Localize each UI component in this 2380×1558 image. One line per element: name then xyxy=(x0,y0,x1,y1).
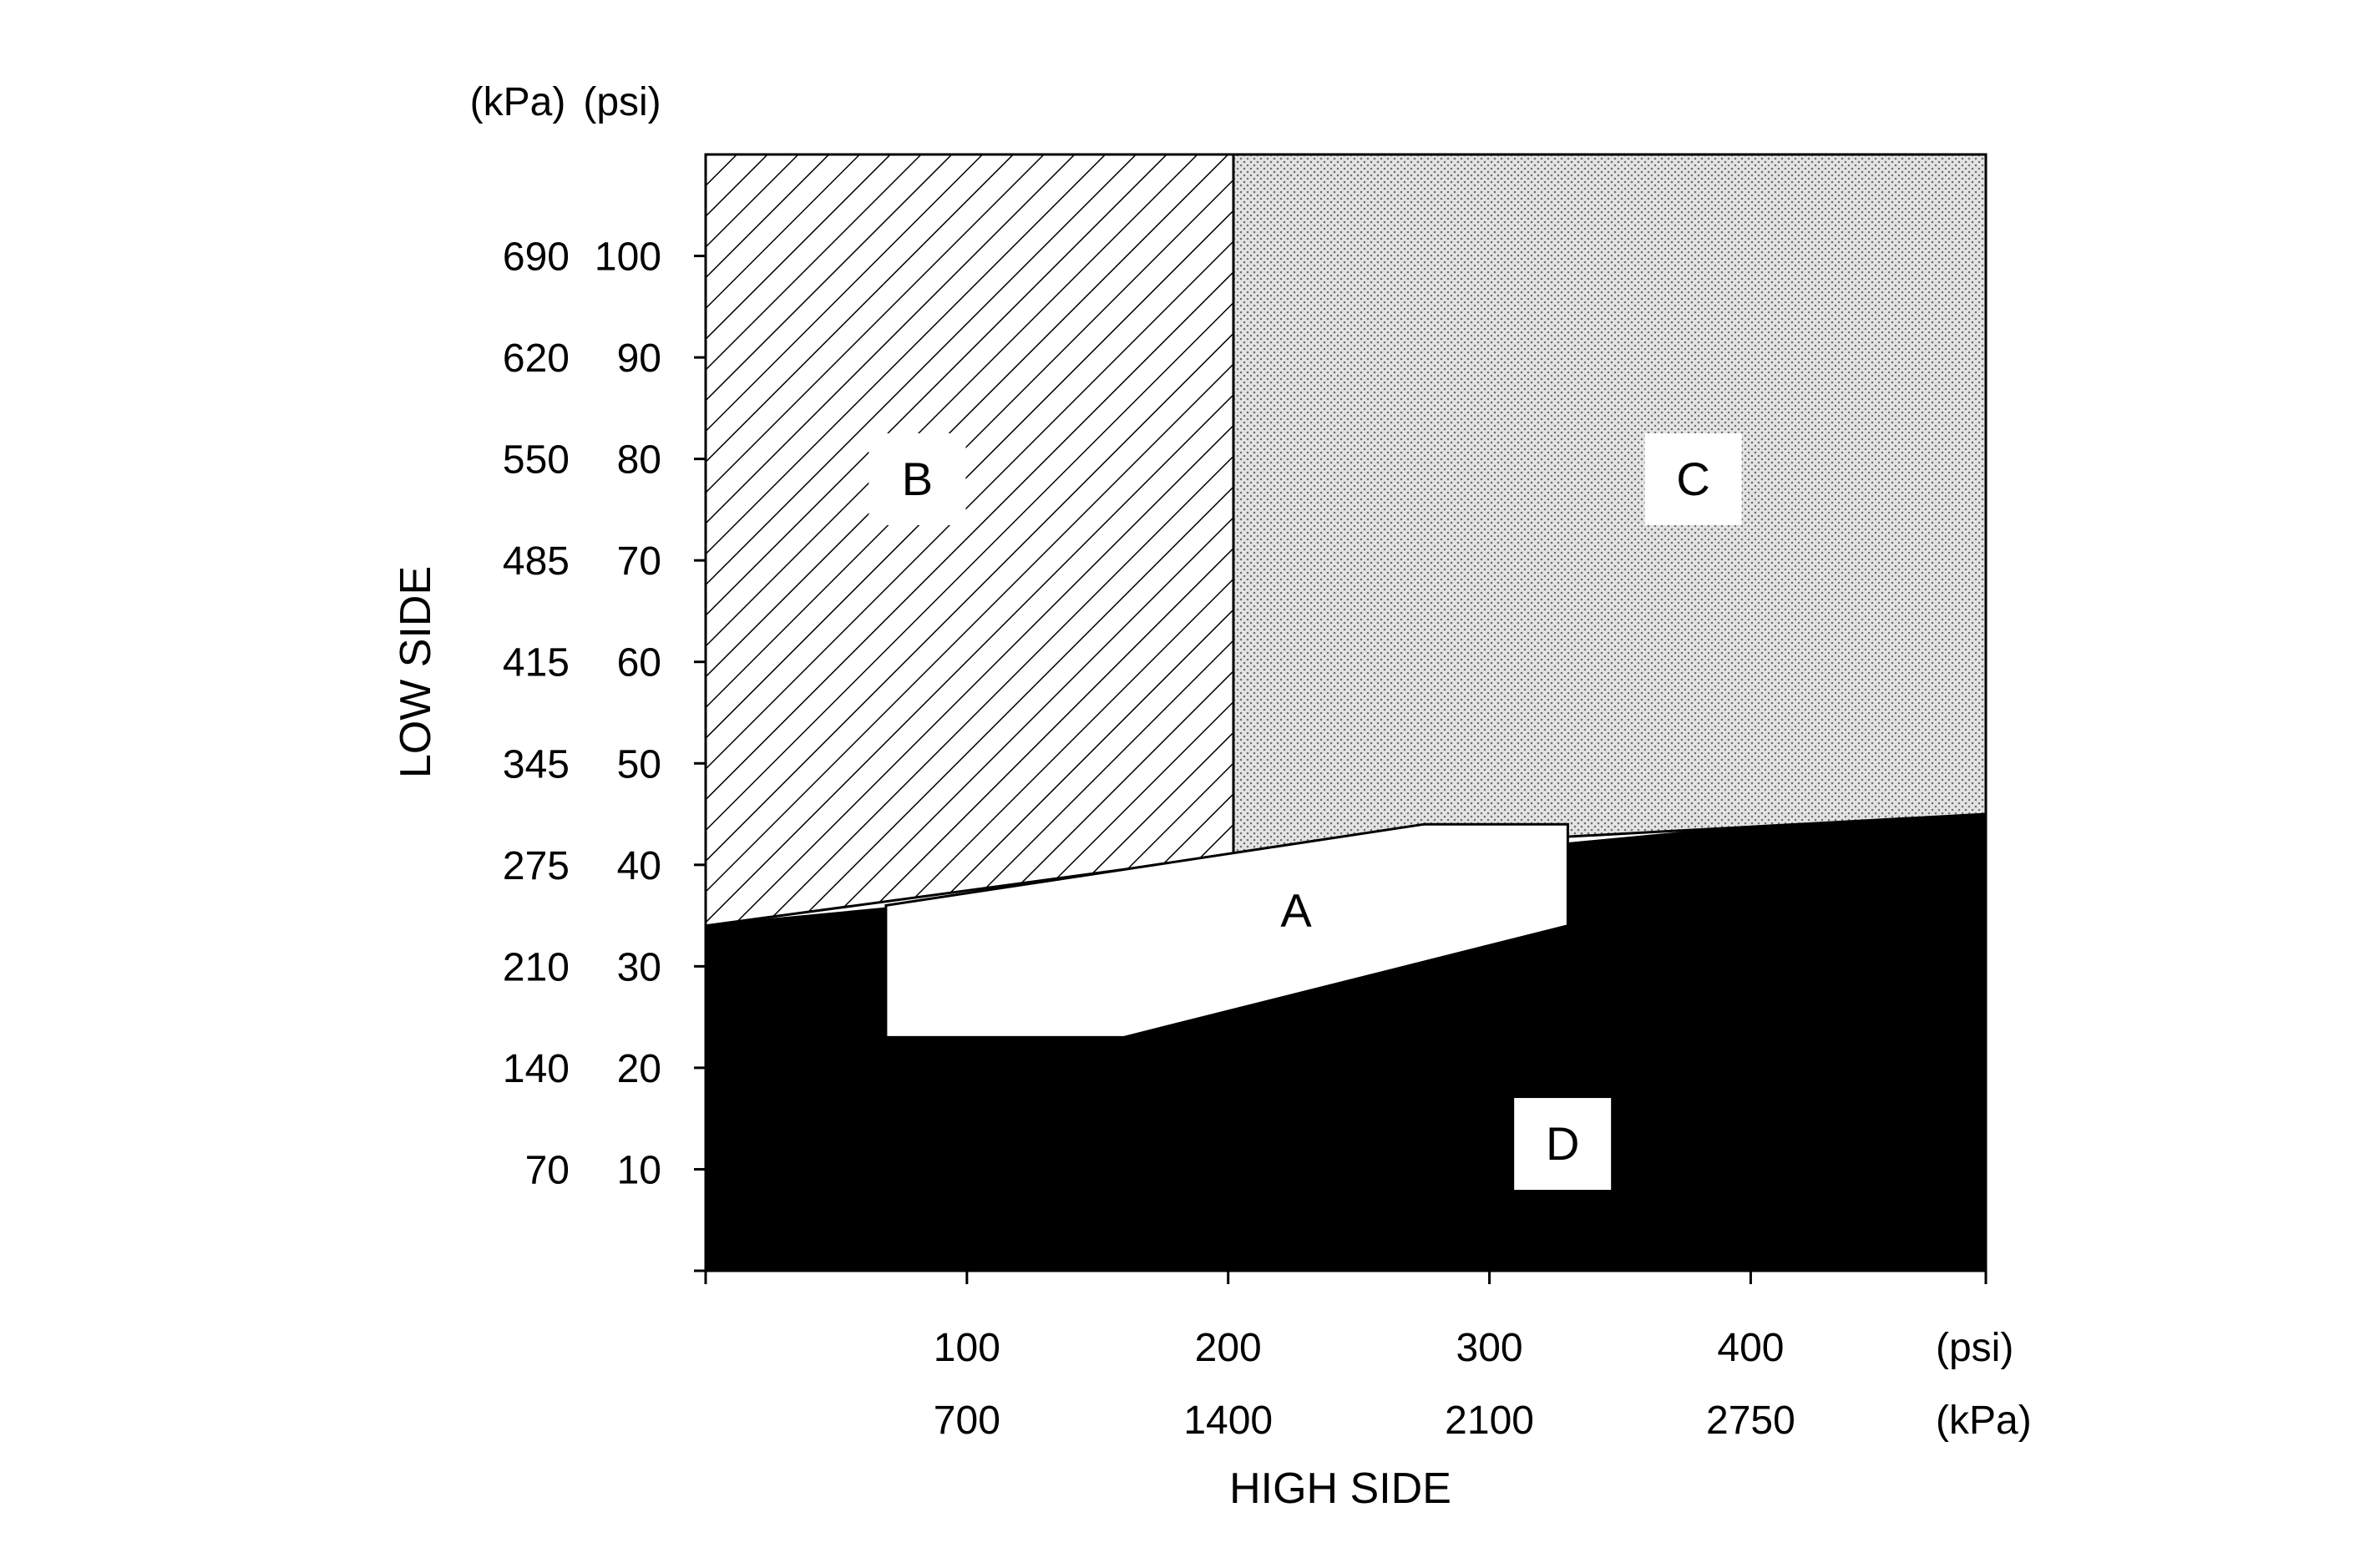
x-tick-label-kpa: 2100 xyxy=(1445,1399,1534,1443)
region-a xyxy=(884,822,1569,1039)
region-label-box xyxy=(1514,1098,1612,1191)
region-b xyxy=(704,153,1235,928)
y-tick-label-psi: 90 xyxy=(617,336,661,381)
y-tick-label-psi: 80 xyxy=(617,438,661,483)
region-label-d: D xyxy=(1514,1098,1612,1191)
region-label-box xyxy=(1644,432,1742,525)
region-label-a: A xyxy=(1280,884,1312,937)
region-label-b: B xyxy=(868,432,966,525)
y-tick-label-kpa: 485 xyxy=(503,539,570,584)
y-tick-label-kpa: 620 xyxy=(503,336,570,381)
y-tick-label-psi: 10 xyxy=(617,1148,661,1192)
region-c xyxy=(1232,153,1988,857)
y-tick-label-kpa: 550 xyxy=(503,438,570,483)
y-tick-label-kpa: 275 xyxy=(503,844,570,888)
region-label-text: B xyxy=(902,453,933,505)
y-tick-label-kpa: 345 xyxy=(503,742,570,787)
y-tick-label-kpa: 690 xyxy=(503,235,570,280)
y-tick-label-kpa: 210 xyxy=(503,945,570,989)
x-tick-label-psi: 300 xyxy=(1456,1326,1523,1370)
y-axis-title: LOW SIDE xyxy=(392,566,440,778)
y-tick-label-kpa: 415 xyxy=(503,641,570,685)
y-tick-label-psi: 30 xyxy=(617,945,661,989)
axes-layer: 10 70 20 140 30 210 40 275 50 345 60 415 70 485 80 550 9… xyxy=(503,153,1988,1443)
y-tick-label-psi: 70 xyxy=(617,539,661,584)
regions-layer xyxy=(704,153,1988,1272)
y-tick-label-psi: 20 xyxy=(617,1047,661,1091)
y-tick-label-psi: 50 xyxy=(617,742,661,787)
y-tick-label-psi: 100 xyxy=(595,235,661,280)
x-unit-kpa-label: (kPa) xyxy=(1936,1399,2032,1443)
x-unit-psi-label: (psi) xyxy=(1936,1326,2013,1370)
x-tick-label-kpa: 700 xyxy=(934,1399,1000,1443)
region-label-text: C xyxy=(1676,453,1709,505)
x-tick-label-psi: 200 xyxy=(1195,1326,1262,1370)
y-tick-label-psi: 40 xyxy=(617,844,661,888)
region-label-c: C xyxy=(1644,432,1742,525)
x-axis-title: HIGH SIDE xyxy=(1229,1464,1451,1513)
y-tick-label-kpa: 70 xyxy=(525,1148,570,1192)
region-label-text: A xyxy=(1280,884,1312,937)
region-label-box xyxy=(868,432,966,525)
x-tick-label-kpa: 1400 xyxy=(1183,1399,1273,1443)
y-unit-kpa-label: (kPa) xyxy=(470,80,566,124)
region-labels-layer: D B C A xyxy=(868,432,1742,1191)
x-tick-label-psi: 100 xyxy=(934,1326,1000,1370)
x-tick-label-psi: 400 xyxy=(1717,1326,1784,1370)
y-unit-psi-label: (psi) xyxy=(583,80,661,124)
x-tick-label-kpa: 2750 xyxy=(1706,1399,1795,1443)
y-tick-label-kpa: 140 xyxy=(503,1047,570,1091)
y-tick-label-psi: 60 xyxy=(617,641,661,685)
region-label-text: D xyxy=(1546,1117,1579,1170)
